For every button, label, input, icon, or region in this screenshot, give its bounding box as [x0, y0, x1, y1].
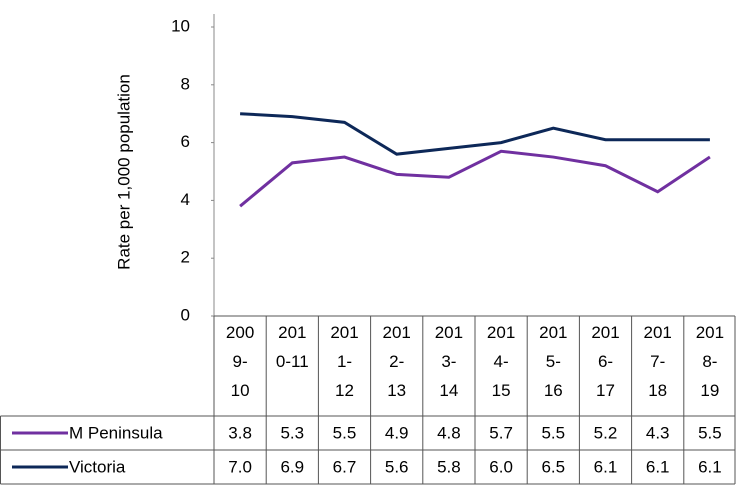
series-line — [240, 112, 710, 156]
table-value: 5.5 — [698, 423, 722, 442]
table-value: 4.9 — [385, 423, 409, 442]
table-value: 5.5 — [333, 423, 357, 442]
table-value: 6.7 — [333, 457, 357, 476]
y-tick-label: 10 — [171, 16, 190, 35]
table-value: 4.3 — [646, 423, 670, 442]
table-value: 6.0 — [489, 457, 513, 476]
table-value: 3.8 — [228, 423, 252, 442]
y-axis-label: Rate per 1,000 population — [114, 74, 133, 270]
y-tick-label: 2 — [181, 248, 190, 267]
table-value: 5.2 — [594, 423, 618, 442]
y-tick-label: 0 — [181, 305, 190, 324]
x-tick-label: 2012-13 — [382, 323, 411, 400]
table-value: 6.1 — [646, 457, 670, 476]
table-value: 5.3 — [280, 423, 304, 442]
table-value: 7.0 — [228, 457, 252, 476]
table-value: 6.9 — [280, 457, 304, 476]
legend-label: M Peninsula — [69, 423, 163, 442]
table-value: 6.1 — [698, 457, 722, 476]
x-tick-label: 2009-10 — [225, 323, 255, 400]
x-tick-label: 2013-14 — [434, 323, 464, 400]
x-tick-label: 2014-15 — [486, 323, 516, 400]
table-value: 5.6 — [385, 457, 409, 476]
x-tick-label: 2017-18 — [643, 323, 672, 400]
x-tick-label: 2018-19 — [695, 323, 725, 400]
table-value: 6.5 — [541, 457, 565, 476]
table-value: 4.8 — [437, 423, 461, 442]
table-value: 5.7 — [489, 423, 513, 442]
y-tick-label: 4 — [181, 190, 190, 209]
x-tick-label: 2015-16 — [539, 323, 568, 400]
table-value: 5.8 — [437, 457, 461, 476]
y-tick-label: 8 — [181, 74, 190, 93]
x-tick-label: 2016-17 — [591, 323, 620, 400]
table-value: 5.5 — [541, 423, 565, 442]
x-tick-label: 2010-11 — [275, 323, 309, 371]
legend-label: Victoria — [69, 457, 126, 476]
series-line — [239, 149, 711, 208]
x-tick-label: 2011-12 — [330, 323, 359, 400]
table-value: 6.1 — [594, 457, 618, 476]
y-tick-label: 6 — [181, 132, 190, 151]
